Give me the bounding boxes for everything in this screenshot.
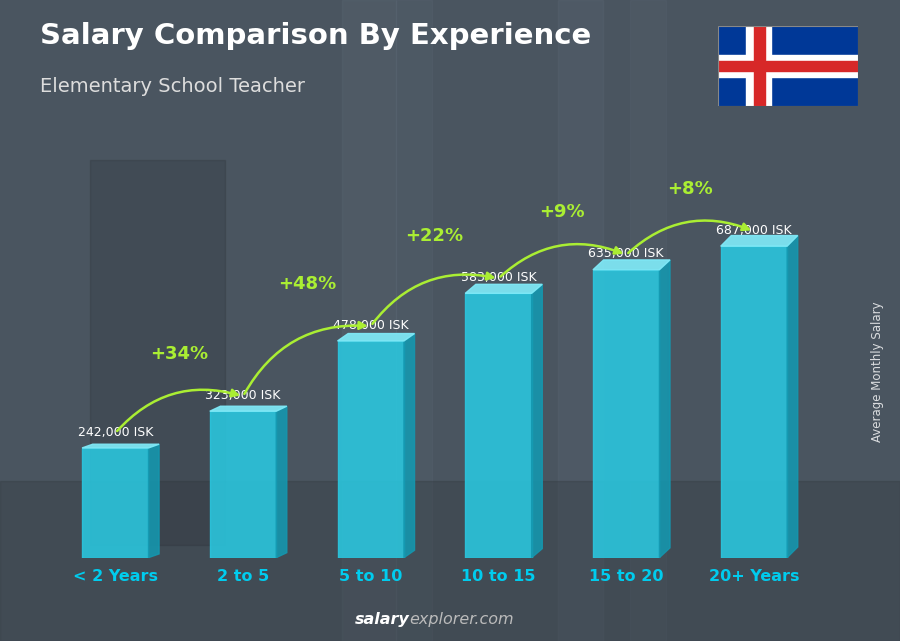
Text: +34%: +34%	[150, 345, 208, 363]
Bar	[593, 270, 660, 558]
Text: Average Monthly Salary: Average Monthly Salary	[871, 301, 884, 442]
Text: explorer.com: explorer.com	[410, 612, 514, 627]
Polygon shape	[148, 444, 159, 558]
Polygon shape	[532, 285, 543, 558]
Polygon shape	[721, 235, 797, 246]
Text: +48%: +48%	[278, 274, 336, 293]
Polygon shape	[276, 406, 287, 558]
Bar	[396, 0, 432, 641]
Polygon shape	[404, 333, 415, 558]
Polygon shape	[465, 285, 543, 294]
Text: salary: salary	[355, 612, 410, 627]
Bar	[0, 481, 900, 641]
Text: +8%: +8%	[667, 180, 713, 198]
Bar	[718, 62, 858, 71]
Polygon shape	[593, 260, 670, 270]
Text: 478,000 ISK: 478,000 ISK	[333, 319, 409, 331]
Polygon shape	[82, 444, 159, 448]
Text: 635,000 ISK: 635,000 ISK	[589, 247, 664, 260]
Bar	[718, 54, 858, 77]
Text: Salary Comparison By Experience: Salary Comparison By Experience	[40, 22, 592, 51]
Text: 323,000 ISK: 323,000 ISK	[205, 389, 281, 402]
Polygon shape	[788, 235, 797, 558]
Text: +22%: +22%	[406, 227, 464, 245]
Bar	[754, 26, 764, 106]
Polygon shape	[660, 260, 670, 558]
Bar	[338, 341, 404, 558]
Bar	[465, 294, 532, 558]
Text: +9%: +9%	[539, 203, 585, 221]
Polygon shape	[338, 333, 415, 341]
Bar	[90, 160, 225, 545]
Bar	[746, 26, 771, 106]
Bar	[630, 0, 666, 641]
Text: 242,000 ISK: 242,000 ISK	[77, 426, 153, 438]
Text: Elementary School Teacher: Elementary School Teacher	[40, 77, 305, 96]
Text: 583,000 ISK: 583,000 ISK	[461, 271, 536, 284]
Text: 687,000 ISK: 687,000 ISK	[716, 224, 792, 237]
Bar	[82, 448, 148, 558]
Polygon shape	[210, 406, 287, 412]
Bar	[558, 0, 603, 641]
Bar	[210, 412, 276, 558]
Bar	[721, 246, 788, 558]
Bar	[342, 0, 396, 641]
